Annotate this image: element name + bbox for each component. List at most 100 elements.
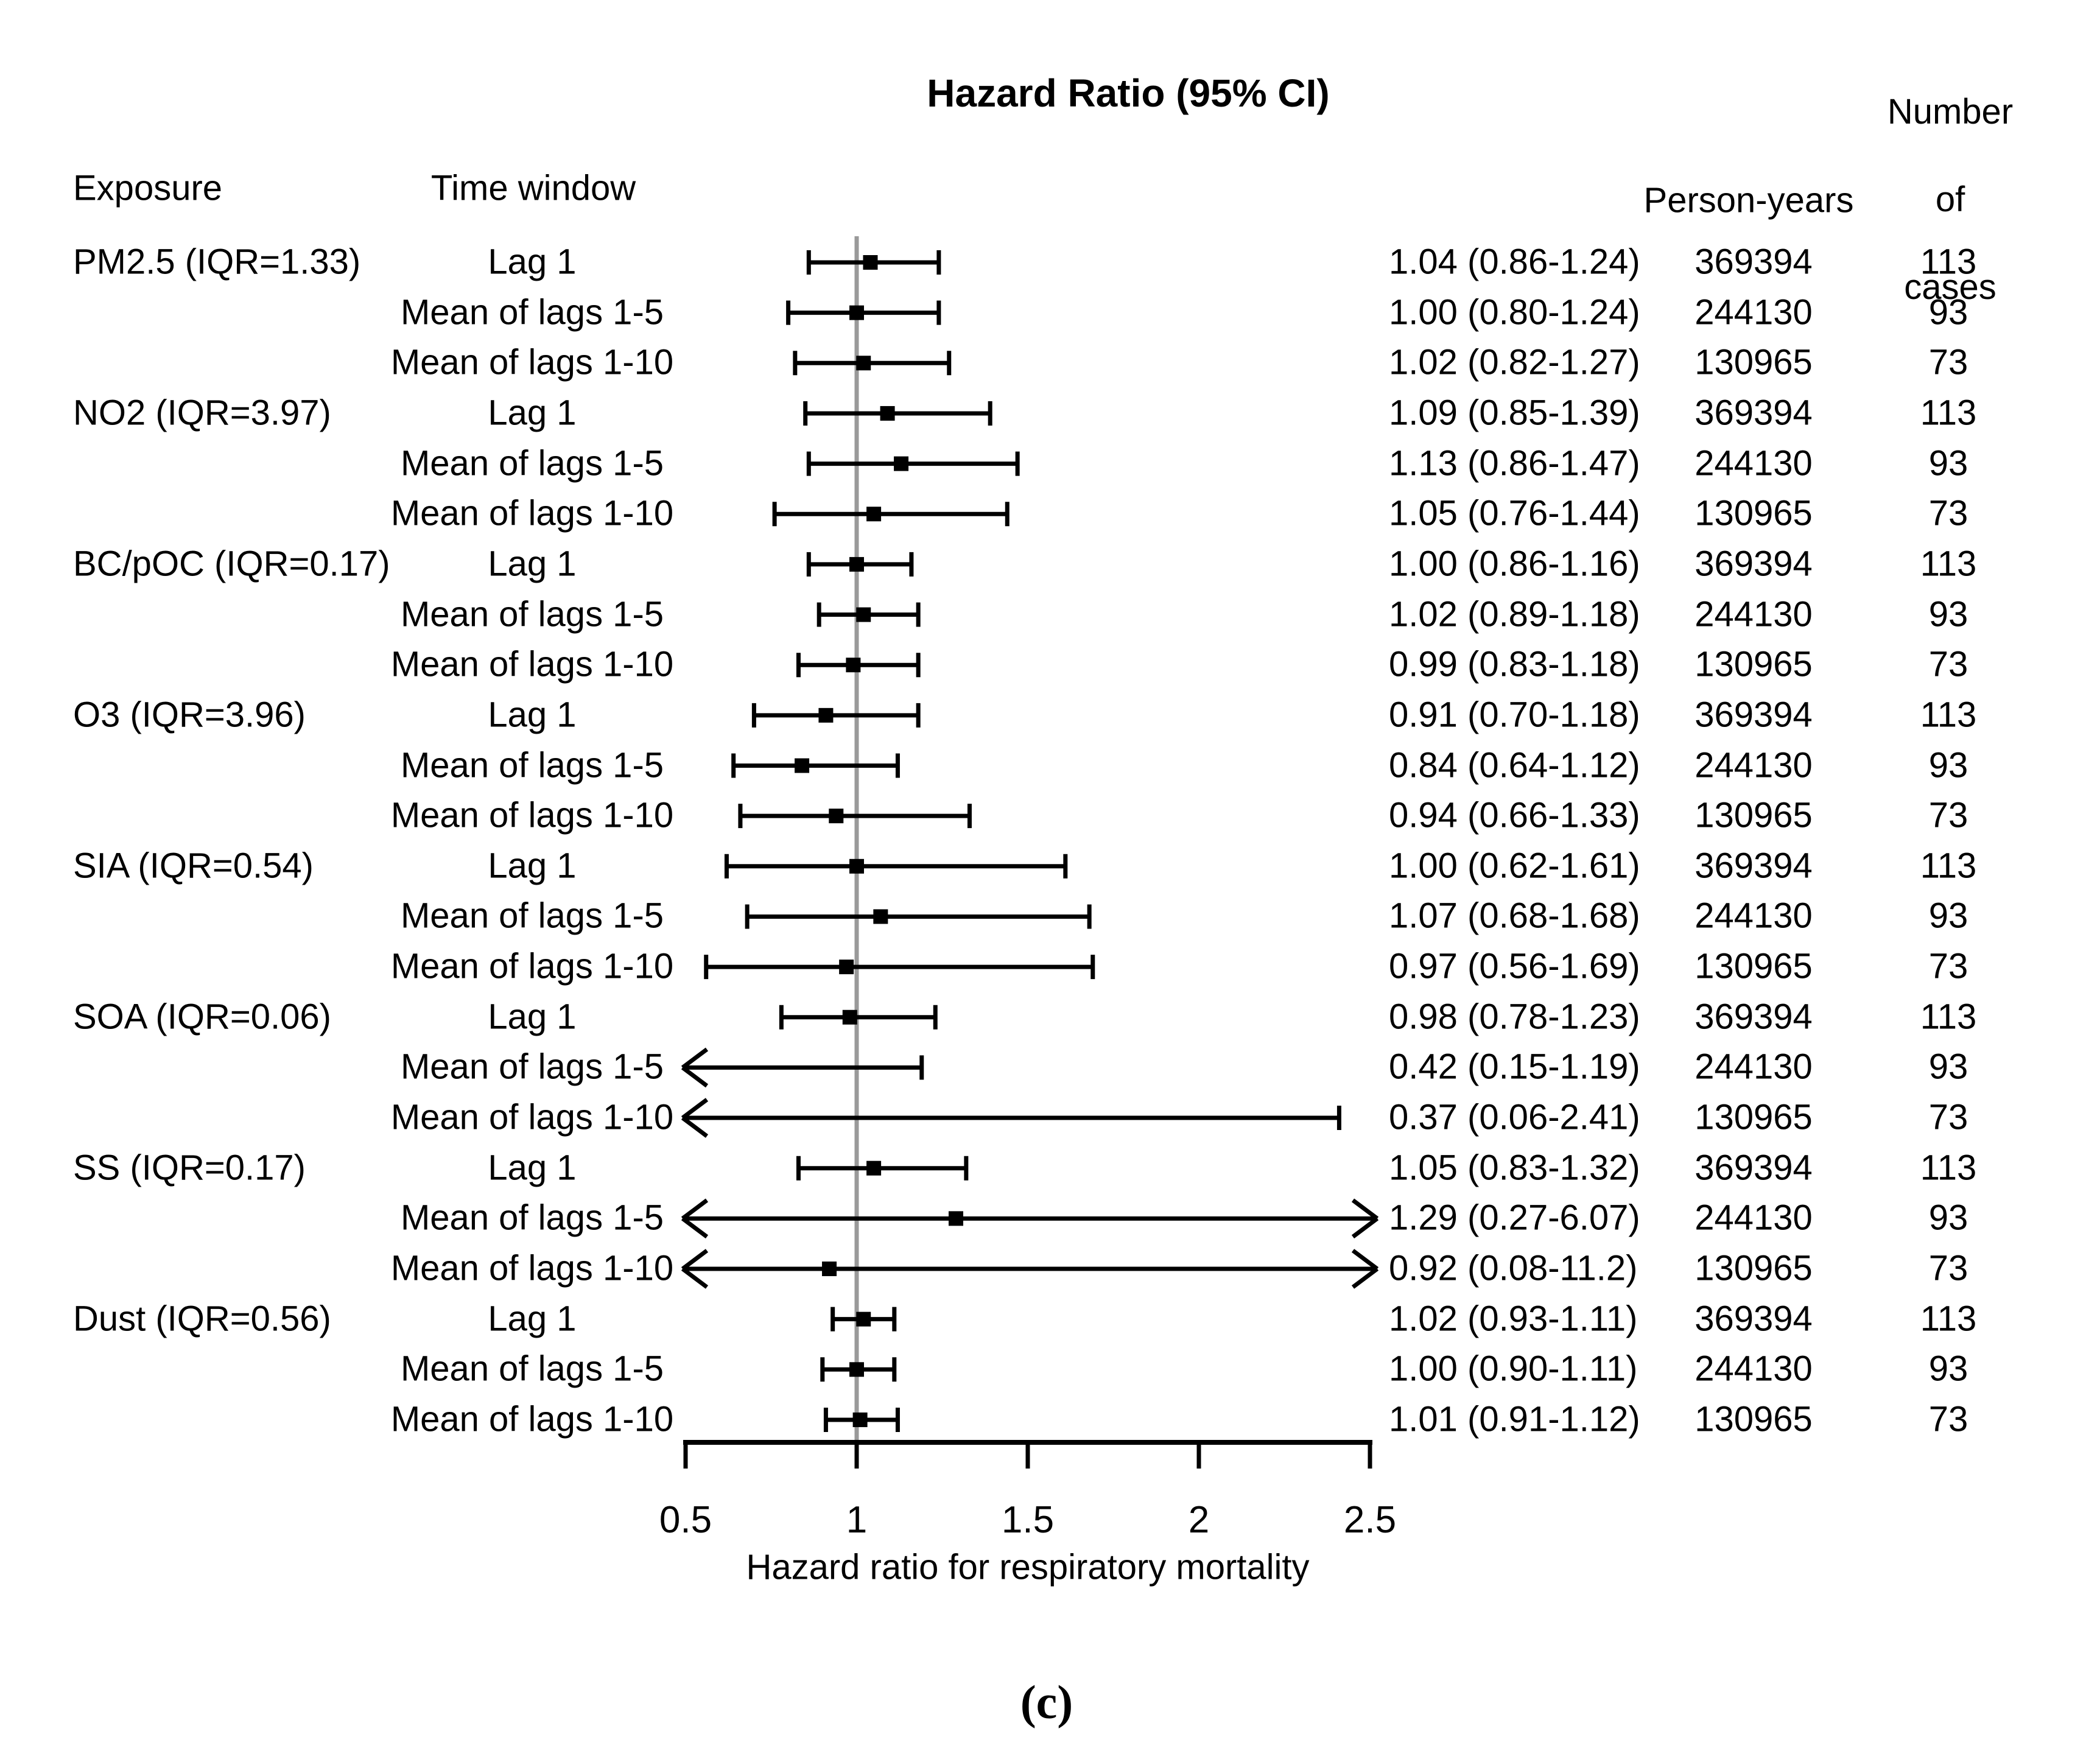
exposure-label: Dust (IQR=0.56): [73, 1299, 331, 1339]
hr-point-marker: [829, 809, 844, 824]
ci-errorbar-row-9: [751, 703, 921, 728]
person-years-value: 244130: [1694, 292, 1813, 332]
exposure-label: BC/pOC (IQR=0.17): [73, 544, 390, 584]
cases-value: 93: [1928, 292, 1968, 332]
cases-value: 113: [1920, 242, 1977, 282]
hr-point-marker: [849, 858, 864, 874]
col-header-person-years: Person-years: [1643, 180, 1854, 220]
hr-point-marker: [856, 356, 871, 371]
person-years-value: 130965: [1694, 1399, 1813, 1439]
person-years-value: 244130: [1694, 896, 1813, 936]
person-years-value: 369394: [1694, 242, 1813, 282]
time-window-label: Lag 1: [488, 1148, 577, 1188]
ci-errorbar-row-1: [786, 300, 941, 325]
x-tick-label: 2: [1188, 1498, 1210, 1541]
time-window-label: Mean of lags 1-10: [390, 946, 674, 986]
hr-point-marker: [795, 758, 810, 773]
cases-value: 73: [1928, 1399, 1968, 1439]
time-window-label: Lag 1: [488, 544, 577, 584]
person-years-value: 130965: [1694, 644, 1813, 684]
ci-errorbar-row-0: [806, 250, 941, 275]
cases-value: 113: [1920, 695, 1977, 735]
person-years-value: 244130: [1694, 1349, 1813, 1389]
hr-ci-value: 1.00 (0.62-1.61): [1389, 846, 1640, 886]
cases-value: 73: [1928, 342, 1968, 382]
time-window-label: Mean of lags 1-5: [400, 443, 664, 483]
x-tick-label: 0.5: [659, 1498, 712, 1541]
time-window-label: Lag 1: [488, 846, 577, 886]
hr-point-marker: [873, 909, 888, 924]
chart-title: Hazard Ratio (95% CI): [927, 71, 1330, 115]
hr-ci-value: 1.04 (0.86-1.24): [1389, 242, 1640, 282]
time-window-label: Mean of lags 1-10: [390, 644, 674, 684]
time-window-label: Mean of lags 1-5: [400, 745, 664, 785]
cases-value: 113: [1920, 846, 1977, 886]
person-years-value: 244130: [1694, 594, 1813, 634]
time-window-label: Mean of lags 1-5: [400, 1349, 664, 1389]
cases-value: 73: [1928, 795, 1968, 835]
ci-errorbar-row-22: [820, 1357, 897, 1382]
cases-value: 93: [1928, 745, 1968, 785]
person-years-value: 130965: [1694, 946, 1813, 986]
hr-point-marker: [849, 305, 864, 320]
right-arrowhead: [1351, 1198, 1379, 1221]
person-years-value: 369394: [1694, 846, 1813, 886]
right-arrowhead: [1351, 1216, 1379, 1239]
person-years-value: 244130: [1694, 443, 1813, 483]
cases-value: 73: [1928, 1248, 1968, 1288]
cases-value: 73: [1928, 1097, 1968, 1137]
ci-errorbar-row-12: [724, 854, 1068, 879]
hr-ci-value: 1.02 (0.93-1.11): [1389, 1299, 1638, 1339]
hr-point-marker: [852, 1412, 868, 1427]
time-window-label: Mean of lags 1-5: [400, 896, 664, 936]
col-header-exposure: Exposure: [73, 168, 223, 208]
time-window-label: Lag 1: [488, 695, 577, 735]
hr-ci-value: 1.00 (0.90-1.11): [1389, 1349, 1638, 1389]
hr-ci-value: 1.02 (0.82-1.27): [1389, 342, 1640, 382]
exposure-label: NO2 (IQR=3.97): [73, 393, 331, 433]
hr-ci-value: 1.13 (0.86-1.47): [1389, 443, 1640, 483]
person-years-value: 130965: [1694, 795, 1813, 835]
hr-ci-value: 0.42 (0.15-1.19): [1389, 1047, 1640, 1087]
ci-errorbar-row-21: [831, 1307, 897, 1332]
hr-ci-value: 1.05 (0.83-1.32): [1389, 1148, 1640, 1188]
cases-value: 113: [1920, 1299, 1977, 1339]
hr-point-marker: [839, 960, 854, 975]
ci-errorbar-row-17: [681, 1098, 1341, 1138]
ci-errorbar-row-7: [816, 602, 921, 627]
hr-ci-value: 1.02 (0.89-1.18): [1389, 594, 1640, 634]
right-arrowhead: [1351, 1267, 1379, 1289]
time-window-label: Mean of lags 1-10: [390, 1248, 674, 1288]
time-window-label: Lag 1: [488, 1299, 577, 1339]
time-window-label: Mean of lags 1-5: [400, 1198, 664, 1238]
exposure-label: SS (IQR=0.17): [73, 1148, 306, 1188]
x-tick-label: 1: [846, 1498, 868, 1541]
time-window-label: Lag 1: [488, 997, 577, 1037]
person-years-value: 130965: [1694, 1097, 1813, 1137]
person-years-value: 369394: [1694, 1148, 1813, 1188]
time-window-label: Lag 1: [488, 242, 577, 282]
hr-point-marker: [822, 1262, 837, 1276]
hr-point-marker: [894, 456, 909, 471]
left-arrowhead: [681, 1198, 709, 1221]
ci-errorbar-row-14: [704, 955, 1095, 980]
hr-point-marker: [866, 1160, 882, 1176]
x-tick-label: 2.5: [1343, 1498, 1397, 1541]
left-arrowhead: [681, 1116, 709, 1138]
ci-errorbar-row-6: [806, 552, 914, 577]
hr-point-marker: [866, 507, 882, 522]
person-years-value: 244130: [1694, 1198, 1813, 1238]
ci-errorbar-row-10: [731, 753, 900, 778]
time-window-label: Mean of lags 1-10: [390, 493, 674, 533]
person-years-value: 369394: [1694, 1299, 1813, 1339]
cases-value: 73: [1928, 493, 1968, 533]
ci-errorbar-row-2: [793, 351, 952, 376]
person-years-value: 369394: [1694, 695, 1813, 735]
cases-value: 93: [1928, 896, 1968, 936]
time-window-label: Mean of lags 1-10: [390, 1097, 674, 1137]
cases-value: 113: [1920, 997, 1977, 1037]
hr-ci-value: 0.91 (0.70-1.18): [1389, 695, 1640, 735]
time-window-label: Mean of lags 1-5: [400, 292, 664, 332]
cases-value: 93: [1928, 594, 1968, 634]
